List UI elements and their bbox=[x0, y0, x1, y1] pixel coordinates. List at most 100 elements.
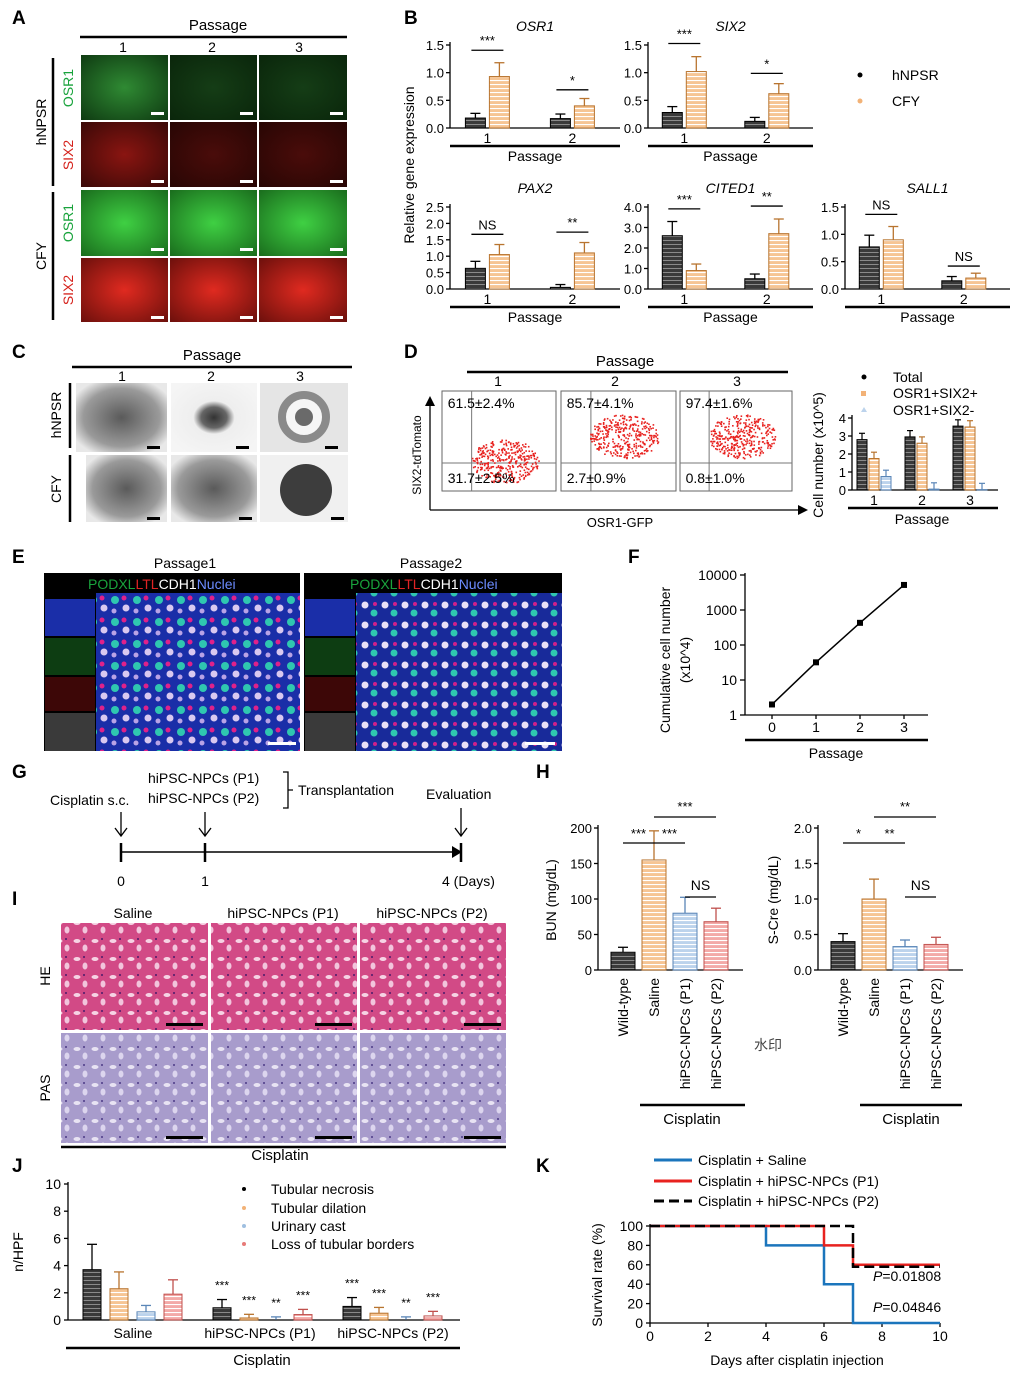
svg-text:10: 10 bbox=[932, 1328, 948, 1344]
svg-text:10: 10 bbox=[721, 672, 737, 688]
f-line bbox=[771, 584, 905, 706]
svg-text:Days after cisplatin injection: Days after cisplatin injection bbox=[710, 1352, 884, 1368]
svg-text:2: 2 bbox=[53, 1285, 61, 1301]
svg-text:SIX2: SIX2 bbox=[60, 140, 76, 171]
svg-text:0: 0 bbox=[839, 483, 846, 498]
svg-text:2: 2 bbox=[704, 1328, 712, 1344]
j-bar bbox=[342, 1305, 362, 1321]
svg-text:3: 3 bbox=[296, 368, 304, 384]
svg-text:6: 6 bbox=[820, 1328, 828, 1344]
svg-text:Cisplatin + hiPSC-NPCs (P2): Cisplatin + hiPSC-NPCs (P2) bbox=[698, 1193, 879, 1209]
b-bar bbox=[768, 233, 790, 290]
svg-text:100: 100 bbox=[620, 1218, 644, 1234]
b-sig: NS bbox=[955, 249, 973, 264]
svg-text:Tubular dilation: Tubular dilation bbox=[271, 1200, 366, 1216]
svg-text:hiPSC-NPCs (P2): hiPSC-NPCs (P2) bbox=[376, 905, 487, 921]
b-tick: 1.5 bbox=[426, 38, 444, 53]
svg-text:S-Cre (mg/dL): S-Cre (mg/dL) bbox=[765, 856, 781, 945]
svg-text:2: 2 bbox=[918, 492, 926, 508]
b-xlabel: Passage bbox=[900, 309, 955, 325]
h-bar bbox=[610, 951, 636, 971]
f-point bbox=[901, 581, 907, 588]
h-group-label: hiPSC-NPCs (P1) bbox=[677, 978, 693, 1089]
svg-text:P=0.01808: P=0.01808 bbox=[873, 1268, 941, 1284]
d-upper-pct: 97.4±1.6% bbox=[686, 395, 753, 411]
svg-text:Saline: Saline bbox=[114, 905, 153, 921]
b-tick: 1.0 bbox=[821, 227, 839, 242]
svg-text:10: 10 bbox=[45, 1176, 61, 1192]
h-bar bbox=[923, 943, 949, 971]
svg-text:3: 3 bbox=[966, 492, 974, 508]
panel-c: Passage 1 2 3 hNPSR CFY bbox=[48, 347, 352, 522]
b-tick: 0.5 bbox=[624, 93, 642, 108]
b-bar bbox=[744, 278, 766, 290]
svg-text:CFY: CFY bbox=[33, 241, 49, 270]
svg-text:0: 0 bbox=[646, 1328, 654, 1344]
svg-text:0: 0 bbox=[585, 963, 592, 978]
svg-text:K: K bbox=[536, 1156, 550, 1177]
b-gene-title: SIX2 bbox=[715, 18, 746, 34]
svg-text:1: 1 bbox=[870, 492, 878, 508]
svg-text:NS: NS bbox=[911, 877, 930, 893]
b-gene-title: OSR1 bbox=[516, 18, 554, 34]
svg-text:0: 0 bbox=[117, 873, 125, 889]
b-tick: 2.0 bbox=[624, 241, 642, 256]
svg-text:CFY: CFY bbox=[48, 474, 64, 503]
h-bar bbox=[861, 898, 887, 971]
b-tick: 2.5 bbox=[426, 200, 444, 215]
b-bar bbox=[488, 76, 510, 129]
svg-text:n/HPF: n/HPF bbox=[10, 1232, 26, 1272]
svg-text:Cisplatin: Cisplatin bbox=[663, 1111, 721, 1128]
b-xlabel: Passage bbox=[508, 309, 563, 325]
d-upper-pct: 85.7±4.1% bbox=[567, 395, 634, 411]
svg-text:OSR1: OSR1 bbox=[60, 69, 76, 107]
b-passage-tick: 1 bbox=[680, 130, 688, 146]
b-bar bbox=[882, 239, 904, 290]
b-bar bbox=[744, 120, 766, 129]
j-sig: ** bbox=[401, 1296, 411, 1310]
svg-text:SIX2-tdTomato: SIX2-tdTomato bbox=[410, 415, 424, 495]
panel-d: Passage 1 2 3 SIX2-tdTomato OSR1-GFP 61.… bbox=[410, 353, 998, 530]
svg-text:8: 8 bbox=[53, 1203, 61, 1219]
h-bar bbox=[703, 921, 729, 971]
b-tick: 1.5 bbox=[624, 38, 642, 53]
svg-text:*: * bbox=[856, 826, 861, 841]
svg-text:1: 1 bbox=[201, 873, 209, 889]
f-point bbox=[813, 659, 819, 666]
k-legend: Cisplatin + Saline Cisplatin + hiPSC-NPC… bbox=[654, 1152, 879, 1209]
svg-text:P=0.04846: P=0.04846 bbox=[873, 1299, 941, 1315]
svg-text:2: 2 bbox=[207, 368, 215, 384]
d-upper-pct: 61.5±2.4% bbox=[448, 395, 515, 411]
d-bar bbox=[916, 442, 928, 491]
svg-text:D: D bbox=[404, 342, 418, 363]
panel-g: Cisplatin s.c. hiPSC-NPCs (P1) hiPSC-NPC… bbox=[50, 770, 495, 889]
svg-text:Cisplatin: Cisplatin bbox=[882, 1111, 940, 1128]
j-sig: ** bbox=[271, 1296, 281, 1310]
svg-text:1: 1 bbox=[119, 39, 127, 55]
b-gene-title: CITED1 bbox=[706, 180, 756, 196]
k-p1-p: P bbox=[873, 1268, 883, 1284]
svg-text:hNPSR: hNPSR bbox=[33, 99, 49, 146]
b-ylabel: Relative gene expression bbox=[401, 86, 417, 243]
j-sig: *** bbox=[215, 1279, 229, 1293]
svg-text:hiPSC-NPCs (P1): hiPSC-NPCs (P1) bbox=[204, 1325, 315, 1341]
d-bar bbox=[880, 476, 892, 491]
panel-f: 1 10 100 1000 10000 0 1 2 3 Cumulative cell numb… bbox=[657, 567, 928, 761]
svg-text:HE: HE bbox=[37, 966, 53, 985]
b-passage-tick: 2 bbox=[763, 291, 771, 307]
svg-text:Cisplatin: Cisplatin bbox=[233, 1352, 291, 1369]
h-group-label: Wild-type bbox=[835, 978, 851, 1037]
b-bar bbox=[464, 117, 486, 129]
svg-text:150: 150 bbox=[570, 857, 592, 872]
b-sig: ** bbox=[567, 215, 577, 230]
b-bar bbox=[549, 118, 571, 129]
b-bar bbox=[488, 254, 510, 290]
b-sig: NS bbox=[872, 197, 890, 212]
b-tick: 0.0 bbox=[624, 121, 642, 136]
svg-text:Tubular necrosis: Tubular necrosis bbox=[271, 1181, 374, 1197]
b-bar bbox=[573, 105, 595, 129]
b-bar bbox=[965, 277, 987, 290]
